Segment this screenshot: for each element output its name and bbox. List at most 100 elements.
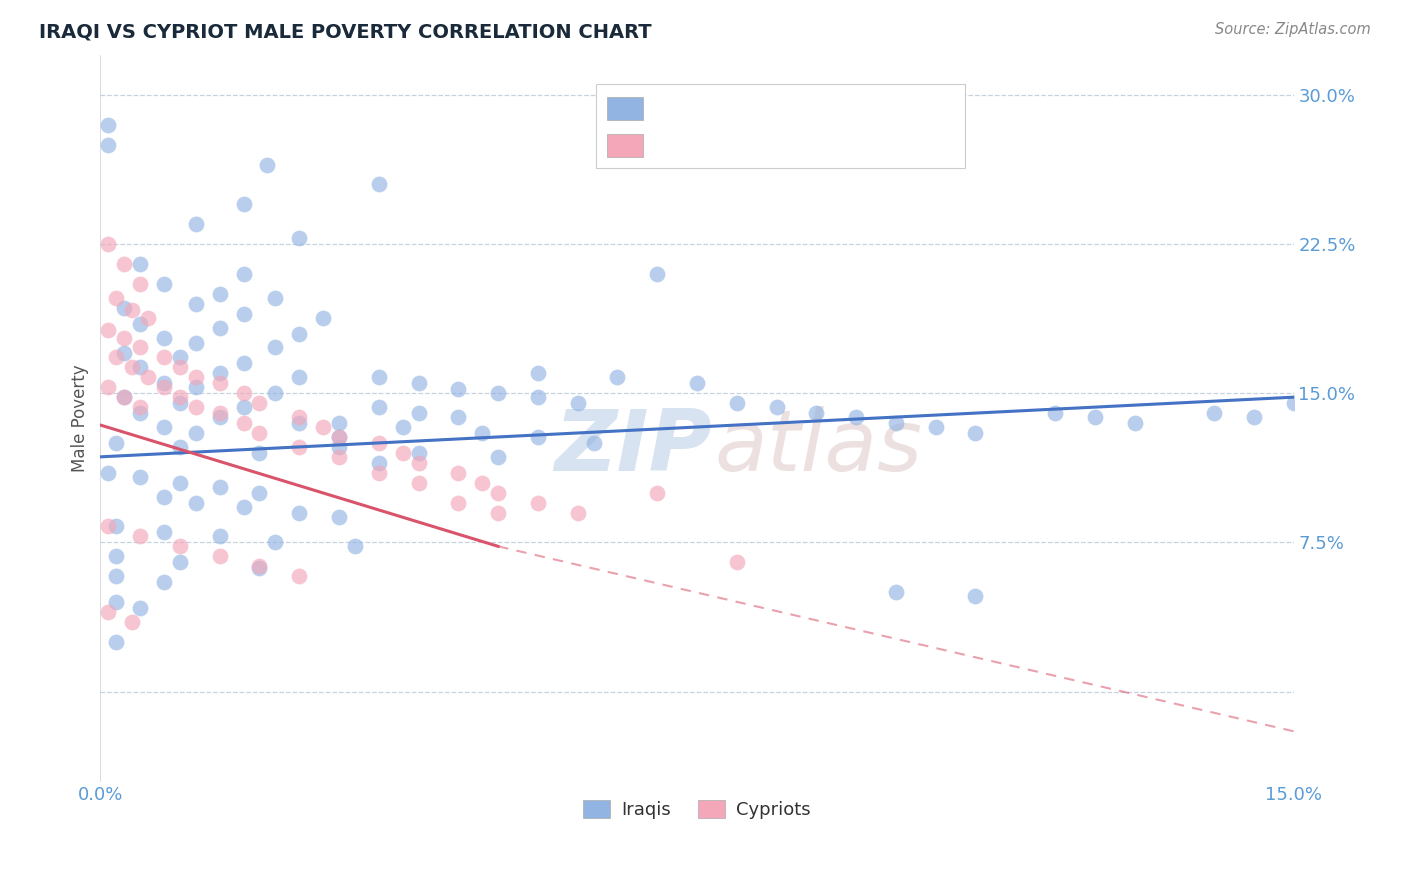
Point bbox=[105, 291, 128, 305]
Point bbox=[408, 446, 430, 460]
Point bbox=[447, 466, 470, 480]
Point bbox=[471, 475, 494, 490]
Point bbox=[391, 446, 413, 460]
Point bbox=[288, 440, 311, 454]
Point bbox=[153, 490, 176, 504]
Point bbox=[264, 535, 287, 549]
Point bbox=[328, 430, 350, 444]
Point bbox=[153, 277, 176, 291]
Legend: Iraqis, Cypriots: Iraqis, Cypriots bbox=[576, 793, 818, 826]
Point bbox=[169, 539, 191, 553]
Point bbox=[105, 549, 128, 564]
Point bbox=[232, 267, 254, 281]
Point bbox=[129, 469, 152, 483]
Point bbox=[153, 420, 176, 434]
Point bbox=[408, 475, 430, 490]
Point bbox=[169, 390, 191, 404]
Point bbox=[686, 376, 709, 391]
Point bbox=[105, 436, 128, 450]
Point bbox=[105, 351, 128, 365]
Point bbox=[232, 416, 254, 430]
Point bbox=[184, 217, 207, 231]
Point bbox=[153, 525, 176, 540]
Point bbox=[97, 237, 120, 252]
Point bbox=[486, 485, 509, 500]
Point bbox=[447, 382, 470, 396]
Point bbox=[105, 634, 128, 648]
Point bbox=[129, 257, 152, 271]
Point bbox=[169, 440, 191, 454]
Point bbox=[105, 569, 128, 583]
Point bbox=[105, 519, 128, 533]
Point bbox=[208, 286, 231, 301]
Point bbox=[328, 509, 350, 524]
Point bbox=[367, 456, 389, 470]
Point bbox=[845, 410, 868, 425]
Text: IRAQI VS CYPRIOT MALE POVERTY CORRELATION CHART: IRAQI VS CYPRIOT MALE POVERTY CORRELATIO… bbox=[39, 22, 652, 41]
Point bbox=[169, 475, 191, 490]
Point bbox=[153, 575, 176, 590]
Point bbox=[249, 446, 271, 460]
Point bbox=[343, 539, 366, 553]
Point bbox=[129, 400, 152, 414]
Point bbox=[249, 559, 271, 574]
Point bbox=[208, 406, 231, 420]
Point bbox=[184, 380, 207, 394]
Point bbox=[1243, 410, 1265, 425]
Point bbox=[232, 307, 254, 321]
Point bbox=[121, 302, 143, 317]
Point bbox=[249, 485, 271, 500]
Point bbox=[367, 436, 389, 450]
Point bbox=[288, 569, 311, 583]
Point bbox=[129, 406, 152, 420]
Point bbox=[1282, 396, 1305, 410]
Point bbox=[97, 137, 120, 152]
Point bbox=[765, 400, 787, 414]
Point bbox=[112, 390, 135, 404]
Point bbox=[184, 400, 207, 414]
Bar bbox=[607, 134, 644, 157]
Point bbox=[184, 495, 207, 509]
Point bbox=[208, 367, 231, 381]
Point bbox=[169, 360, 191, 375]
Point bbox=[112, 330, 135, 344]
Point bbox=[184, 370, 207, 384]
Point bbox=[312, 310, 335, 325]
Point bbox=[567, 396, 589, 410]
Point bbox=[184, 296, 207, 310]
Point bbox=[408, 456, 430, 470]
Point bbox=[725, 396, 748, 410]
Point bbox=[965, 425, 987, 440]
Point bbox=[391, 420, 413, 434]
Point bbox=[328, 440, 350, 454]
Point bbox=[97, 322, 120, 336]
Point bbox=[153, 376, 176, 391]
Point bbox=[567, 506, 589, 520]
Point bbox=[527, 390, 550, 404]
Point bbox=[208, 529, 231, 543]
Point bbox=[121, 360, 143, 375]
Point bbox=[136, 370, 159, 384]
Point bbox=[645, 267, 668, 281]
Point bbox=[447, 410, 470, 425]
Point bbox=[97, 519, 120, 533]
Point bbox=[884, 416, 907, 430]
Point bbox=[527, 367, 550, 381]
Point bbox=[367, 466, 389, 480]
Text: ZIP: ZIP bbox=[554, 406, 711, 489]
Point bbox=[328, 450, 350, 464]
Point bbox=[806, 406, 828, 420]
Point bbox=[169, 396, 191, 410]
Point bbox=[367, 178, 389, 192]
Point bbox=[965, 589, 987, 603]
Point bbox=[486, 450, 509, 464]
Point bbox=[208, 320, 231, 334]
Point bbox=[486, 506, 509, 520]
Point bbox=[249, 396, 271, 410]
Point bbox=[232, 500, 254, 514]
Point bbox=[486, 386, 509, 401]
Point bbox=[208, 549, 231, 564]
Point bbox=[121, 615, 143, 629]
Point bbox=[312, 420, 335, 434]
Point bbox=[471, 425, 494, 440]
